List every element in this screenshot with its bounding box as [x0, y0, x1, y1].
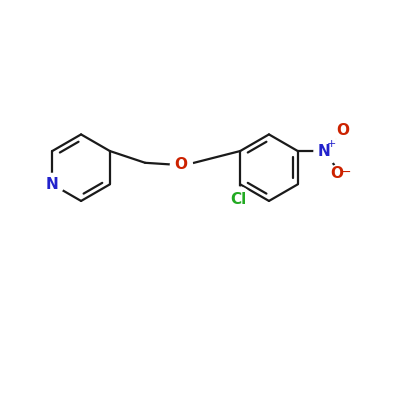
Text: O: O — [336, 123, 349, 138]
Text: −: − — [341, 166, 352, 179]
Text: Cl: Cl — [230, 192, 246, 207]
Text: N: N — [46, 177, 59, 192]
Text: O: O — [174, 157, 187, 172]
Text: +: + — [327, 139, 337, 149]
Text: N: N — [318, 144, 331, 158]
Text: O: O — [330, 166, 343, 181]
